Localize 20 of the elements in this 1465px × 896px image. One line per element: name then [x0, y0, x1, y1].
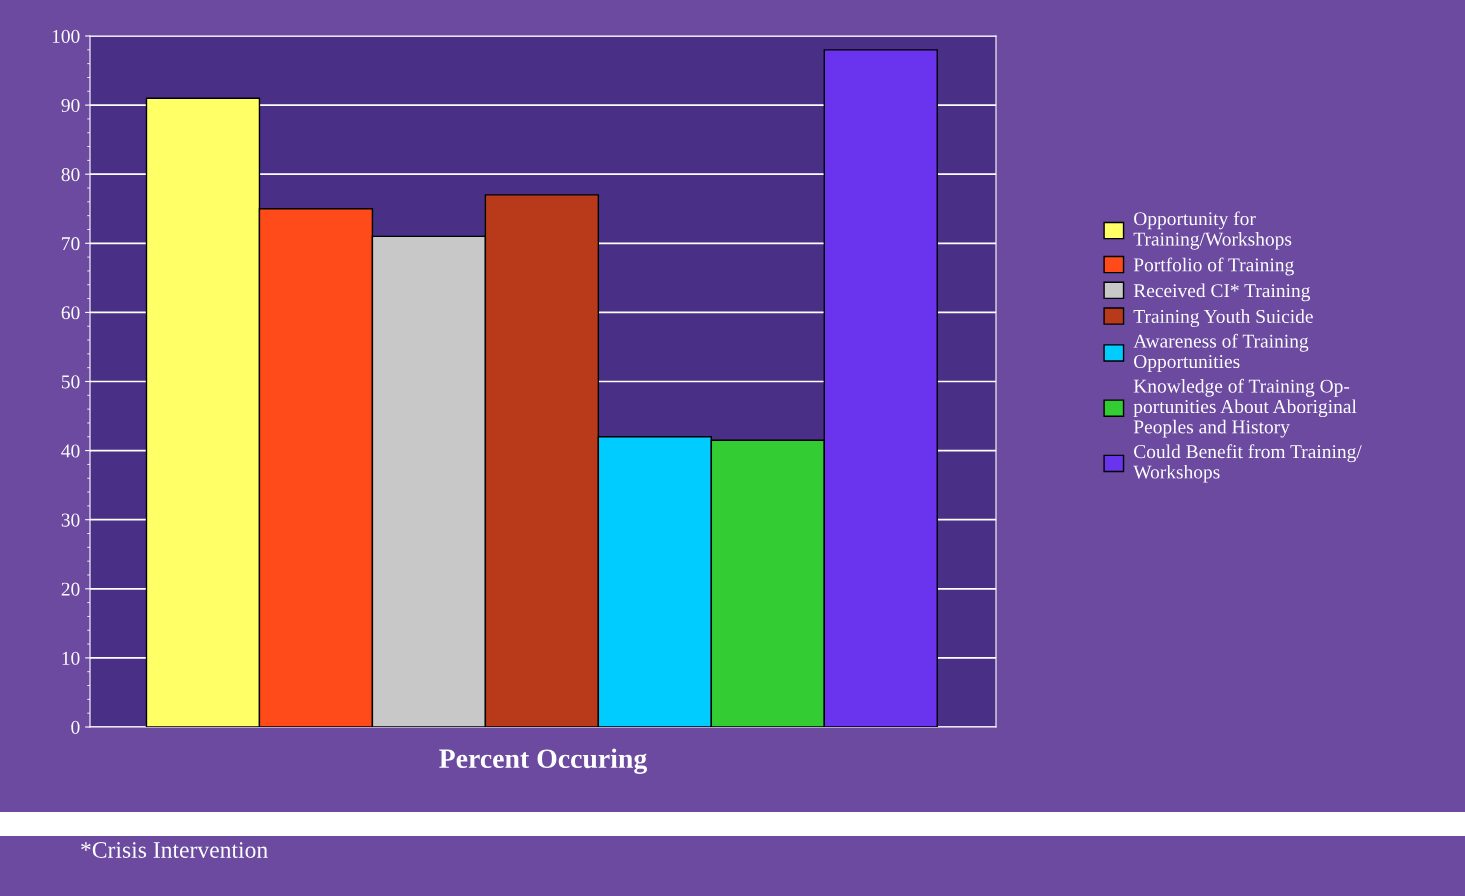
y-tick-label: 60 — [61, 306, 80, 320]
y-tick-label: 0 — [71, 720, 80, 734]
y-tick-label: 20 — [61, 582, 80, 596]
x-axis-title: Percent Occuring — [439, 748, 647, 774]
y-tick-label: 80 — [61, 168, 80, 182]
y-tick-label: 100 — [52, 29, 80, 43]
text: *Crisis Intervention — [81, 842, 268, 858]
y-tick-label: 10 — [62, 651, 80, 665]
legend-label: Could Benefit from Training/ Workshops — [1133, 444, 1362, 483]
y-tick-label: 30 — [61, 513, 80, 527]
legend-label: Training Youth Suicide — [1133, 309, 1313, 327]
legend-label: Portfolio of Training — [1133, 257, 1294, 276]
y-tick-label: 50 — [61, 375, 80, 389]
y-tick-label: 70 — [62, 237, 80, 251]
y-tick-label: 90 — [61, 98, 80, 113]
legend-label: Knowledge of Training Op- portunities About Aboriginal Peoples and History — [1133, 378, 1357, 438]
legend-label: Received CI* Training — [1133, 283, 1311, 302]
y-tick-label: 40 — [61, 444, 80, 458]
legend-label: Awareness of Training Opportunities — [1133, 333, 1309, 373]
legend-label: Opportunity for Training/Workshops — [1133, 211, 1292, 250]
